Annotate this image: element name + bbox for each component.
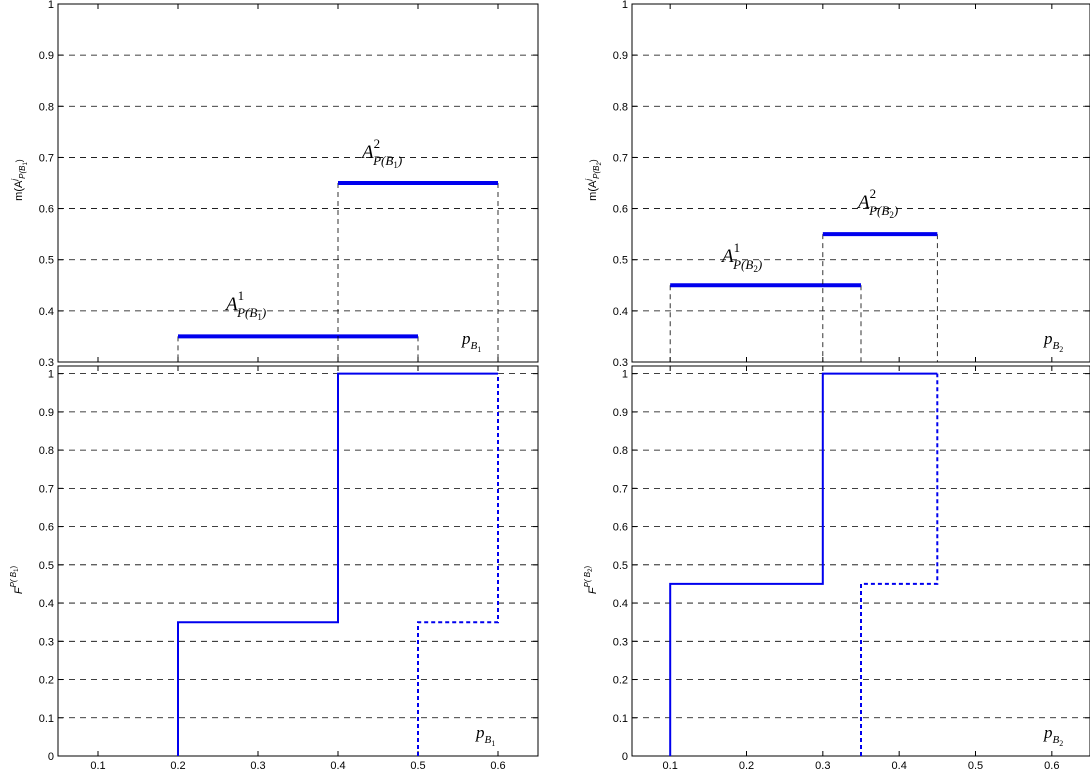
y-axis-label: m(AjP(B1) — [10, 159, 29, 201]
y-tick-label: 0.7 — [39, 152, 54, 164]
y-tick-label: 0 — [622, 751, 628, 763]
y-tick-label: 0.4 — [39, 306, 54, 318]
upper-bound-step-line — [417, 373, 499, 756]
y-tick-label: 1 — [622, 369, 628, 381]
y-tick-label: 0.7 — [39, 483, 54, 495]
x-axis-label: pB1 — [475, 723, 495, 748]
y-tick-label: 0.6 — [613, 204, 628, 216]
y-tick-label: 0.5 — [39, 560, 54, 572]
x-tick-label: 0.6 — [490, 760, 505, 772]
y-tick-label: 0.7 — [613, 152, 628, 164]
x-tick-label: 0.5 — [410, 760, 425, 772]
x-tick-label: 0.6 — [1044, 760, 1059, 772]
panel-bottom-right: 0 0.1 0.2 0.3 0.4 0.5 0.6 0.7 0.8 0.9 1 0.1 0.2 0.3 0.… — [583, 365, 1090, 772]
panel-bottom-left: 0 0.1 0.2 0.3 0.4 0.5 0.6 0.7 0.8 0.9 1 0.1 0.2 0.3 0.… — [9, 365, 539, 772]
y-tick-label: 1 — [48, 369, 54, 381]
y-tick-label: 0.8 — [613, 101, 628, 113]
lower-bound-step-line — [177, 372, 498, 756]
x-axis-label: pB1 — [461, 329, 481, 354]
plot-frame — [631, 3, 1090, 363]
lower-bound-step-line — [669, 372, 938, 756]
panel-top-left: 0.30.40.50.60.70.80.910.10.20.30.40.50.6… — [10, 0, 539, 378]
y-tick-label: 0.4 — [613, 306, 628, 318]
y-tick-label: 1 — [48, 0, 54, 11]
segment-annotation: A1 P(B1) — [224, 288, 266, 322]
y-tick-label: 0.6 — [39, 522, 54, 534]
y-tick-label: 0.5 — [613, 255, 628, 267]
x-tick-label: 0.1 — [90, 760, 105, 772]
x-tick-label: 0.1 — [663, 760, 678, 772]
segment-annotation: A1 P(B2) — [720, 240, 762, 274]
y-tick-label: 0.2 — [39, 675, 54, 687]
y-tick-label: 0.4 — [613, 598, 628, 610]
y-tick-label: 0.9 — [39, 407, 54, 419]
y-tick-label: 0.5 — [613, 560, 628, 572]
y-tick-label: 0.9 — [613, 50, 628, 62]
panel-top-right: 0.30.40.50.60.70.80.910.10.20.30.40.50.6… — [584, 0, 1090, 378]
y-axis-label: m(AjP(B2) — [584, 159, 603, 201]
y-tick-label: 0.1 — [613, 713, 628, 725]
y-axis-label: FP( B1) — [9, 566, 25, 595]
y-tick-label: 0.7 — [613, 483, 628, 495]
x-tick-label: 0.5 — [968, 760, 983, 772]
y-tick-label: 0.3 — [613, 357, 628, 369]
segment-annotation: A2 P(B1) — [360, 136, 402, 170]
y-tick-label: 0.1 — [39, 713, 54, 725]
y-tick-label: 0.5 — [39, 255, 54, 267]
x-axis-label: pB2 — [1043, 329, 1063, 354]
y-axis-label: FP( B2) — [583, 566, 599, 595]
y-tick-label: 0.3 — [39, 636, 54, 648]
upper-bound-step-line — [860, 373, 939, 756]
y-tick-label: 0.3 — [613, 636, 628, 648]
x-tick-label: 0.2 — [170, 760, 185, 772]
x-tick-label: 0.2 — [739, 760, 754, 772]
y-tick-label: 1 — [622, 0, 628, 11]
y-tick-label: 0.2 — [613, 675, 628, 687]
y-tick-label: 0.6 — [39, 204, 54, 216]
x-axis-label: pB2 — [1043, 723, 1063, 748]
y-tick-label: 0.9 — [613, 407, 628, 419]
x-tick-label: 0.3 — [250, 760, 265, 772]
plot-frame — [57, 365, 539, 757]
y-tick-label: 0.6 — [613, 522, 628, 534]
y-tick-label: 0.9 — [39, 50, 54, 62]
y-tick-label: 0.8 — [39, 445, 54, 457]
x-tick-label: 0.4 — [330, 760, 345, 772]
segment-annotation: A2 P(B2) — [856, 186, 898, 220]
x-tick-label: 0.3 — [815, 760, 830, 772]
y-tick-label: 0.3 — [39, 357, 54, 369]
y-tick-label: 0 — [48, 751, 54, 763]
y-tick-label: 0.8 — [613, 445, 628, 457]
y-tick-label: 0.8 — [39, 101, 54, 113]
x-tick-label: 0.4 — [892, 760, 907, 772]
y-tick-label: 0.4 — [39, 598, 54, 610]
